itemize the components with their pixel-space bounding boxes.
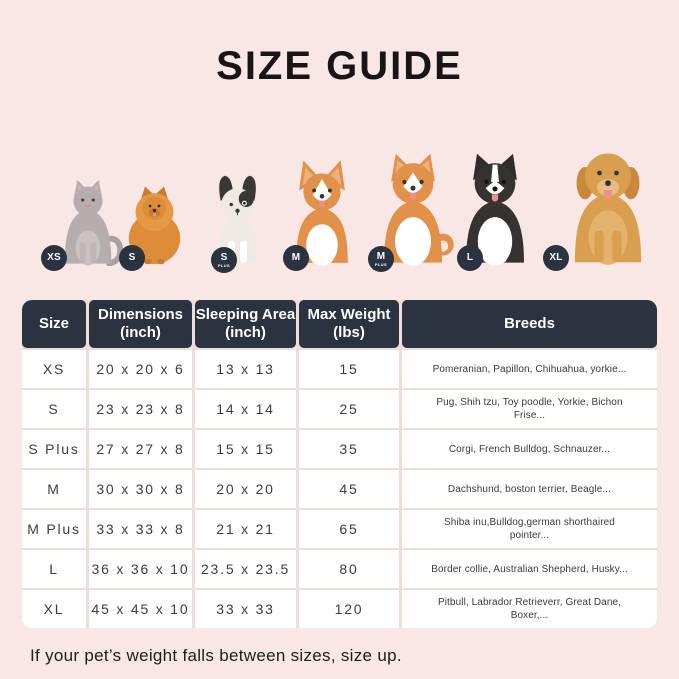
cell-breeds: Shiba inu,Bulldog,german shorthaired poi… xyxy=(402,510,657,548)
breeds-text: Corgi, French Bulldog, Schnauzer... xyxy=(448,443,611,455)
corgi-icon xyxy=(296,159,348,266)
header-line: Dimensions xyxy=(97,306,184,324)
size-badge-label: XL xyxy=(549,252,563,263)
cell-dimensions: 30 x 30 x 8 xyxy=(89,470,192,508)
golden-retriever-icon xyxy=(574,152,642,265)
cell-dimensions: 45 x 45 x 10 xyxy=(89,590,192,628)
cell-max-weight: 25 xyxy=(299,390,399,428)
french-bulldog-illustration xyxy=(200,172,275,266)
size-guide-table: Size Dimensions (inch) Sleeping Area (in… xyxy=(22,300,657,628)
size-badge-m-plus: M PLUS xyxy=(368,246,394,272)
cell-breeds: Pitbull, Labrador Retrieverr, Great Dane… xyxy=(402,590,657,628)
cell-sleeping-area: 21 x 21 xyxy=(195,510,296,548)
animal-size-lineup xyxy=(0,126,679,272)
size-badge-m: M xyxy=(283,245,309,271)
breeds-text: Dachshund, boston terrier, Beagle... xyxy=(447,483,612,495)
cell-max-weight: 45 xyxy=(299,470,399,508)
breeds-text: Pitbull, Labrador Retrieverr, Great Dane… xyxy=(437,597,622,621)
header-line: Sleeping Area xyxy=(195,306,296,324)
cell-dimensions: 23 x 23 x 8 xyxy=(89,390,192,428)
corgi-illustration xyxy=(279,159,365,267)
cell-size: M xyxy=(22,470,86,508)
size-badge-label: M xyxy=(291,252,301,263)
cell-max-weight: 15 xyxy=(299,350,399,388)
cell-size: S xyxy=(22,390,86,428)
cell-size: L xyxy=(22,550,86,588)
cell-breeds: Corgi, French Bulldog, Schnauzer... xyxy=(402,430,657,468)
cell-size: XL xyxy=(22,590,86,628)
cell-size: XS xyxy=(22,350,86,388)
cell-dimensions: 36 x 36 x 10 xyxy=(89,550,192,588)
column-header-sleeping-area: Sleeping Area (inch) xyxy=(195,300,296,348)
cell-sleeping-area: 13 x 13 xyxy=(195,350,296,388)
column-header-max-weight: Max Weight (lbs) xyxy=(299,300,399,348)
header-line: (inch) xyxy=(225,324,266,341)
page-title: SIZE GUIDE xyxy=(216,44,463,88)
breeds-text: Pomeranian, Papillon, Chihuahua, yorkie.… xyxy=(432,363,627,375)
size-badge-xs: XS xyxy=(41,245,67,271)
header-line: Breeds xyxy=(504,315,555,333)
cell-dimensions: 33 x 33 x 8 xyxy=(89,510,192,548)
french-bulldog-icon xyxy=(217,176,258,263)
cell-size: S Plus xyxy=(22,430,86,468)
size-badge-s-plus: S PLUS xyxy=(211,247,237,273)
header-line: Max Weight xyxy=(307,306,391,324)
cell-max-weight: 65 xyxy=(299,510,399,548)
column-header-dimensions: Dimensions (inch) xyxy=(89,300,192,348)
size-badge-l: L xyxy=(457,245,483,271)
size-badge-s: S xyxy=(119,245,145,271)
golden-retriever-illustration xyxy=(557,139,659,267)
size-badge-sublabel: PLUS xyxy=(217,262,231,268)
cell-max-weight: 35 xyxy=(299,430,399,468)
cell-sleeping-area: 23.5 x 23.5 xyxy=(195,550,296,588)
sizing-footnote: If your pet’s weight falls between sizes… xyxy=(30,646,402,665)
header-line: (lbs) xyxy=(333,324,365,341)
border-collie-illustration xyxy=(448,149,542,267)
header-line: Size xyxy=(38,315,69,333)
size-badge-label: S xyxy=(128,252,136,263)
breeds-text: Pug, Shih tzu, Toy poodle, Yorkie, Bicho… xyxy=(436,397,623,421)
cell-sleeping-area: 15 x 15 xyxy=(195,430,296,468)
size-badge-label: L xyxy=(466,252,474,263)
cell-max-weight: 80 xyxy=(299,550,399,588)
cell-sleeping-area: 33 x 33 xyxy=(195,590,296,628)
cell-dimensions: 27 x 27 x 8 xyxy=(89,430,192,468)
cell-sleeping-area: 14 x 14 xyxy=(195,390,296,428)
size-badge-label: M xyxy=(376,250,386,262)
cat-illustration xyxy=(53,179,123,266)
cell-max-weight: 120 xyxy=(299,590,399,628)
header-line: (inch) xyxy=(120,324,161,341)
cell-sleeping-area: 20 x 20 xyxy=(195,470,296,508)
cell-size: M Plus xyxy=(22,510,86,548)
cell-dimensions: 20 x 20 x 6 xyxy=(89,350,192,388)
size-badge-label: XS xyxy=(47,252,61,263)
cell-breeds: Pug, Shih tzu, Toy poodle, Yorkie, Bicho… xyxy=(402,390,657,428)
breeds-text: Border collie, Australian Shepherd, Husk… xyxy=(431,563,628,575)
breeds-text: Shiba inu,Bulldog,german shorthaired poi… xyxy=(444,517,615,541)
border-collie-icon xyxy=(466,153,524,266)
column-header-breeds: Breeds xyxy=(402,300,657,348)
cell-breeds: Pomeranian, Papillon, Chihuahua, yorkie.… xyxy=(402,350,657,388)
cell-breeds: Dachshund, boston terrier, Beagle... xyxy=(402,470,657,508)
column-header-size: Size xyxy=(22,300,86,348)
shiba-inu-icon xyxy=(384,153,454,266)
size-badge-xl: XL xyxy=(543,245,569,271)
cat-icon xyxy=(64,179,123,266)
shiba-inu-illustration xyxy=(366,149,460,267)
size-badge-label: S xyxy=(220,251,228,263)
cell-breeds: Border collie, Australian Shepherd, Husk… xyxy=(402,550,657,588)
size-badge-sublabel: PLUS xyxy=(374,261,388,267)
